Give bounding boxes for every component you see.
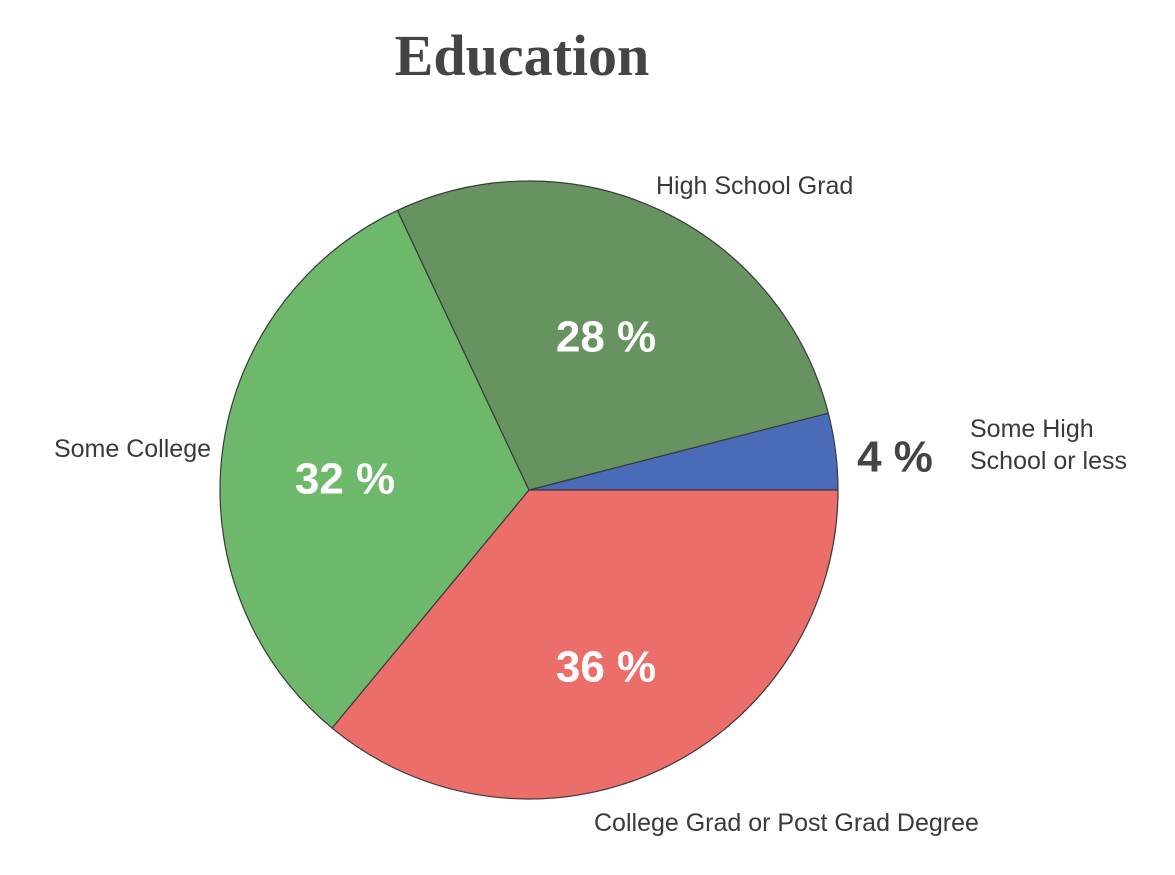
value-label-high-school-grad: 28 % bbox=[556, 313, 656, 362]
slice-college-grad bbox=[331, 489, 839, 800]
category-label-high-school-grad: High School Grad bbox=[656, 172, 853, 200]
value-label-some-college: 32 % bbox=[295, 455, 395, 504]
slice-high-school-grad bbox=[396, 180, 830, 491]
value-labels: 4 % 36 % 32 % 28 % bbox=[295, 313, 933, 692]
category-label-college-grad: College Grad or Post Grad Degree bbox=[594, 809, 979, 837]
chart-title: Education bbox=[395, 23, 650, 88]
slice-some-college bbox=[219, 209, 530, 729]
category-label-some-college: Some College bbox=[54, 435, 211, 463]
category-labels: Some High School or less College Grad or P… bbox=[54, 172, 1127, 837]
value-label-some-high-school: 4 % bbox=[857, 433, 933, 482]
value-label-college-grad: 36 % bbox=[556, 643, 656, 692]
category-label-some-high-school: Some High School or less bbox=[970, 415, 1127, 475]
pie-slices bbox=[219, 180, 839, 800]
